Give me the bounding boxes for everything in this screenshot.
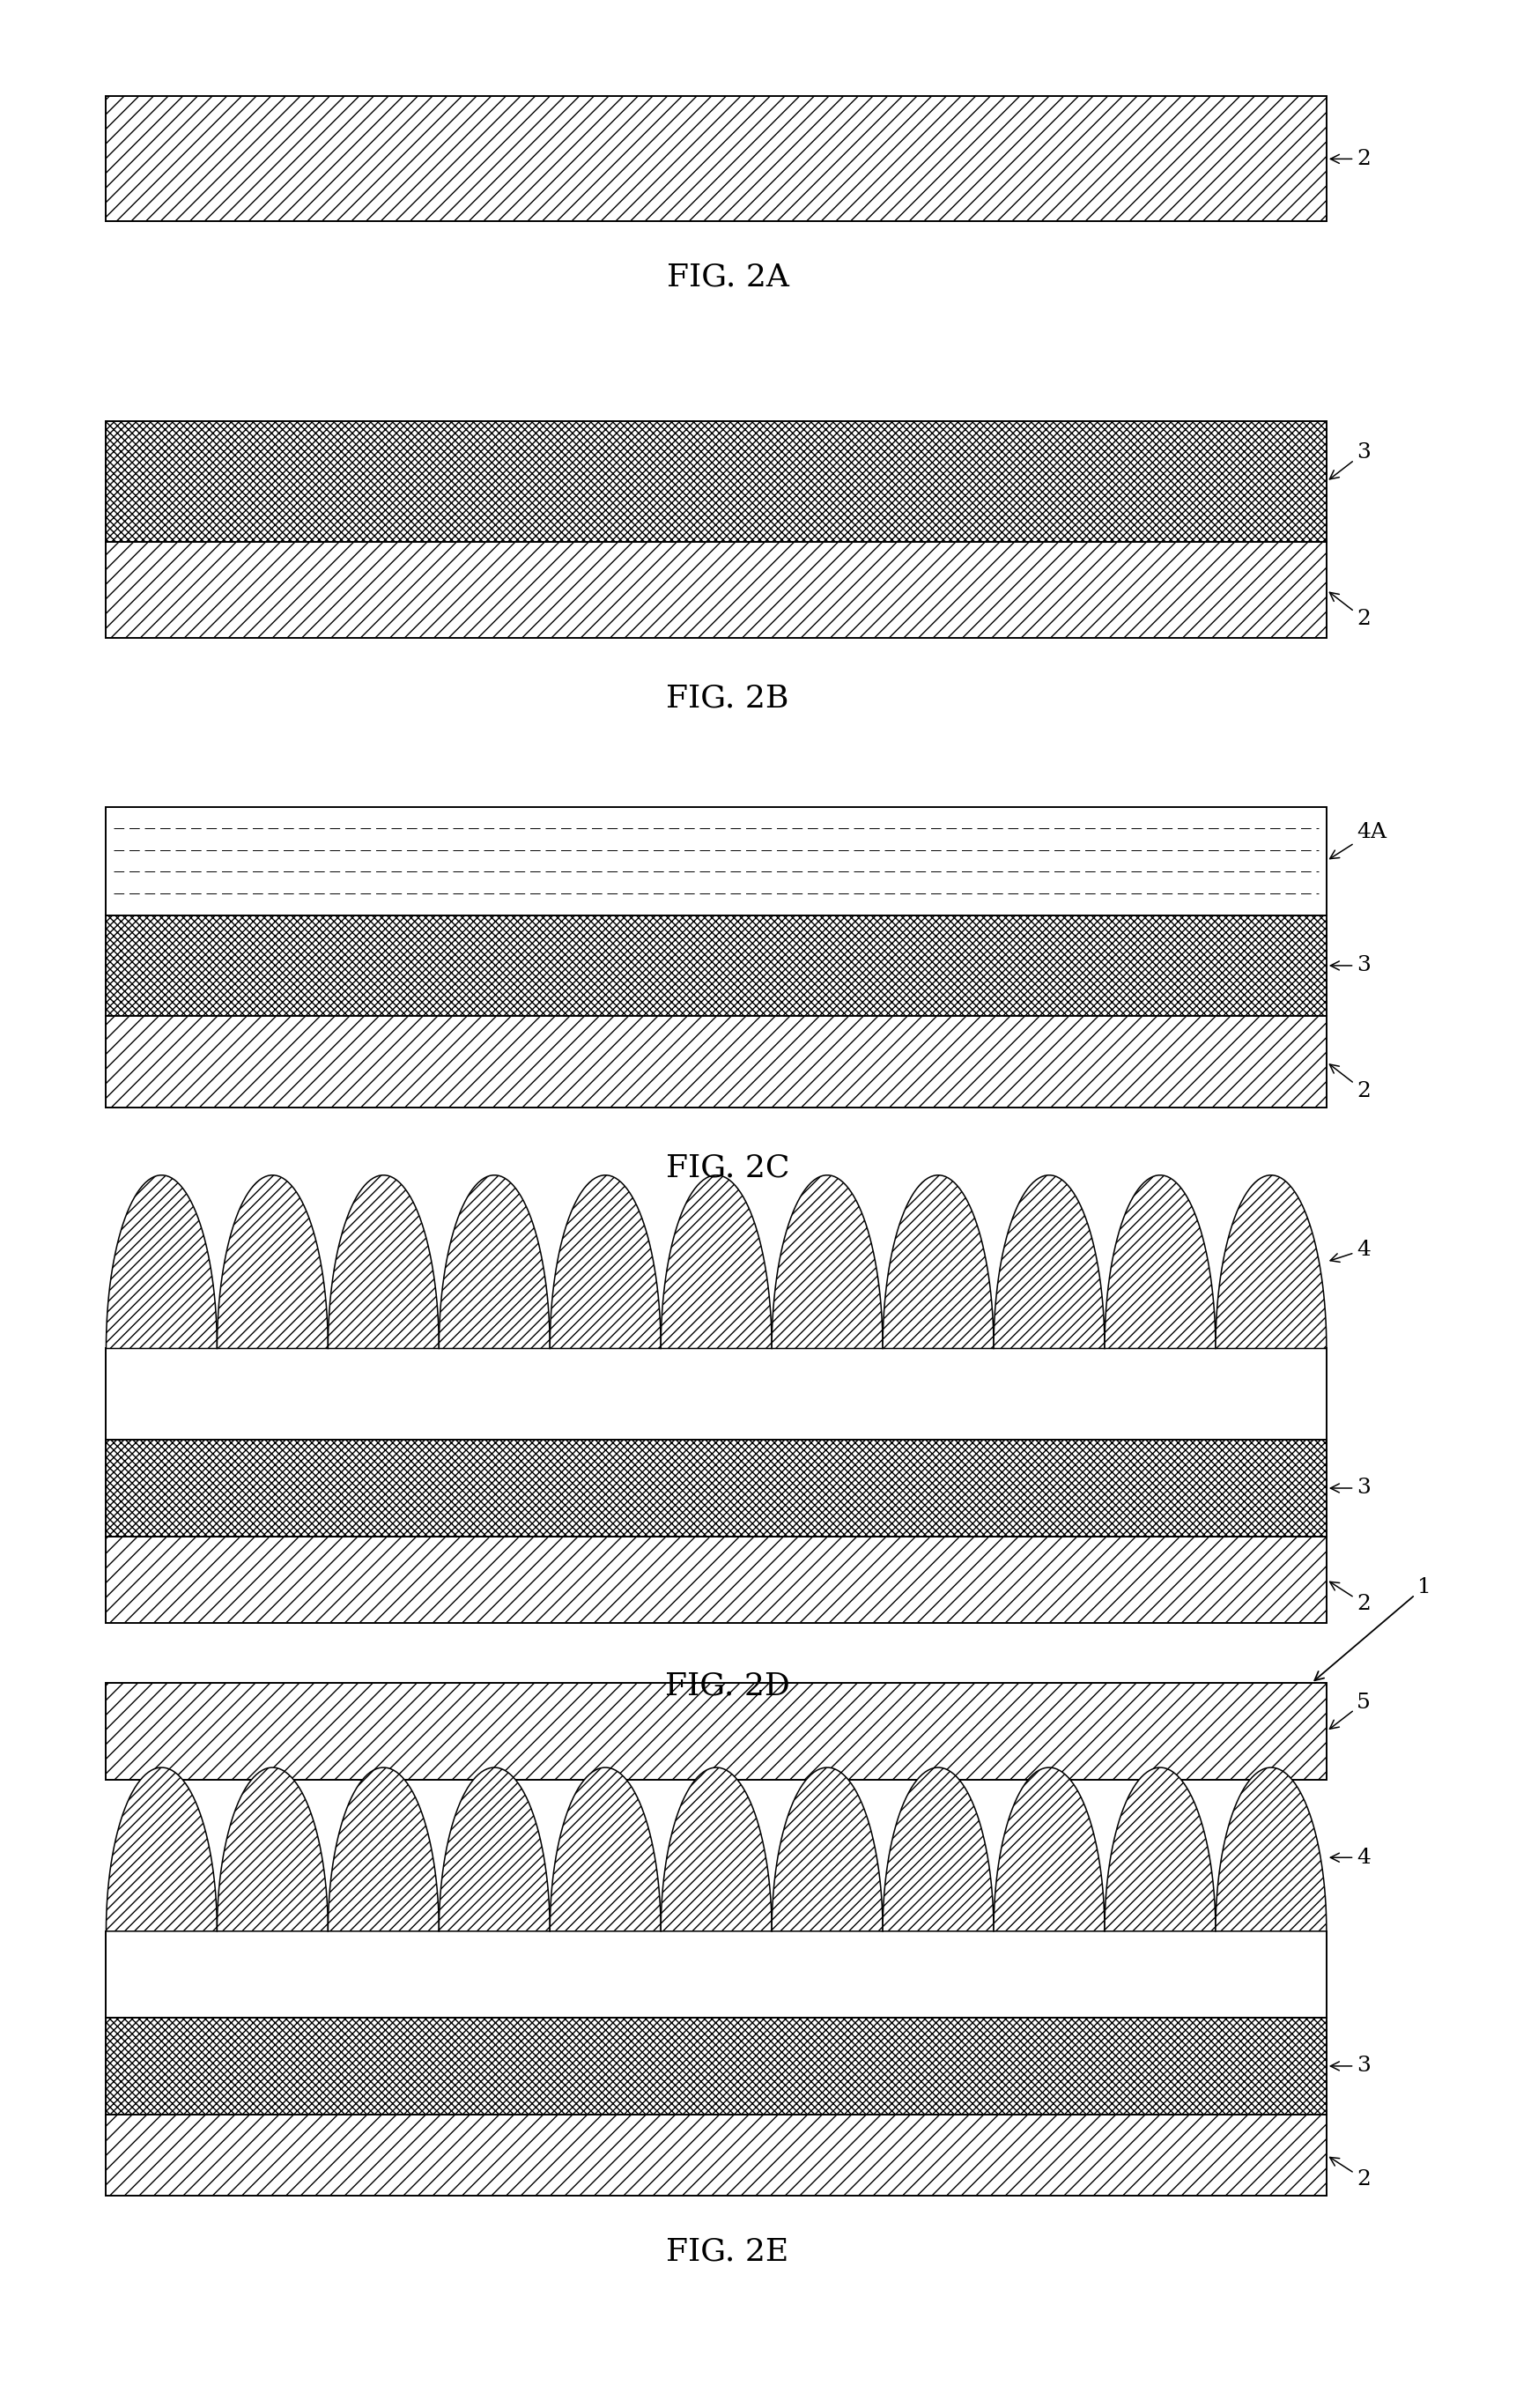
Polygon shape bbox=[550, 1767, 661, 1931]
Bar bbox=[106, 2114, 1326, 2196]
Polygon shape bbox=[106, 1767, 217, 1931]
Polygon shape bbox=[327, 1175, 440, 1348]
Polygon shape bbox=[661, 1175, 772, 1348]
Bar bbox=[106, 915, 1326, 1016]
Text: 2: 2 bbox=[1330, 592, 1370, 628]
Text: 3: 3 bbox=[1330, 443, 1370, 479]
Bar bbox=[106, 1683, 1326, 1780]
Text: 4A: 4A bbox=[1330, 821, 1387, 860]
Polygon shape bbox=[327, 1767, 440, 1931]
Text: 3: 3 bbox=[1331, 956, 1370, 975]
Text: 4: 4 bbox=[1331, 1847, 1370, 1869]
Bar bbox=[106, 2018, 1326, 2114]
Bar bbox=[106, 421, 1326, 542]
Text: 4: 4 bbox=[1330, 1240, 1370, 1262]
Polygon shape bbox=[882, 1767, 993, 1931]
Polygon shape bbox=[1216, 1767, 1326, 1931]
Polygon shape bbox=[1105, 1175, 1216, 1348]
Text: 2: 2 bbox=[1330, 1064, 1370, 1100]
Text: FIG. 2D: FIG. 2D bbox=[666, 1671, 790, 1700]
Text: 1: 1 bbox=[1314, 1577, 1431, 1681]
Polygon shape bbox=[550, 1175, 661, 1348]
Polygon shape bbox=[661, 1767, 772, 1931]
Text: 3: 3 bbox=[1331, 2056, 1370, 2076]
Text: 2: 2 bbox=[1330, 2158, 1370, 2189]
Bar bbox=[106, 1440, 1326, 1536]
Text: 2: 2 bbox=[1330, 1582, 1370, 1613]
Text: 2: 2 bbox=[1331, 149, 1370, 169]
Polygon shape bbox=[440, 1175, 550, 1348]
Bar bbox=[106, 1016, 1326, 1108]
Polygon shape bbox=[440, 1767, 550, 1931]
Polygon shape bbox=[772, 1767, 882, 1931]
Bar bbox=[106, 1536, 1326, 1623]
Bar bbox=[106, 96, 1326, 222]
Bar bbox=[106, 807, 1326, 915]
Bar bbox=[106, 1348, 1326, 1440]
Text: FIG. 2C: FIG. 2C bbox=[666, 1153, 790, 1182]
Polygon shape bbox=[1105, 1767, 1216, 1931]
Bar bbox=[106, 1931, 1326, 2018]
Text: FIG. 2A: FIG. 2A bbox=[667, 262, 788, 291]
Text: 5: 5 bbox=[1330, 1693, 1370, 1729]
Polygon shape bbox=[217, 1767, 327, 1931]
Polygon shape bbox=[217, 1175, 327, 1348]
Polygon shape bbox=[993, 1767, 1105, 1931]
Text: FIG. 2B: FIG. 2B bbox=[666, 684, 790, 713]
Polygon shape bbox=[106, 1175, 217, 1348]
Text: 3: 3 bbox=[1331, 1479, 1370, 1498]
Bar bbox=[106, 542, 1326, 638]
Polygon shape bbox=[772, 1175, 882, 1348]
Polygon shape bbox=[1216, 1175, 1326, 1348]
Polygon shape bbox=[993, 1175, 1105, 1348]
Text: FIG. 2E: FIG. 2E bbox=[667, 2237, 788, 2266]
Polygon shape bbox=[882, 1175, 993, 1348]
